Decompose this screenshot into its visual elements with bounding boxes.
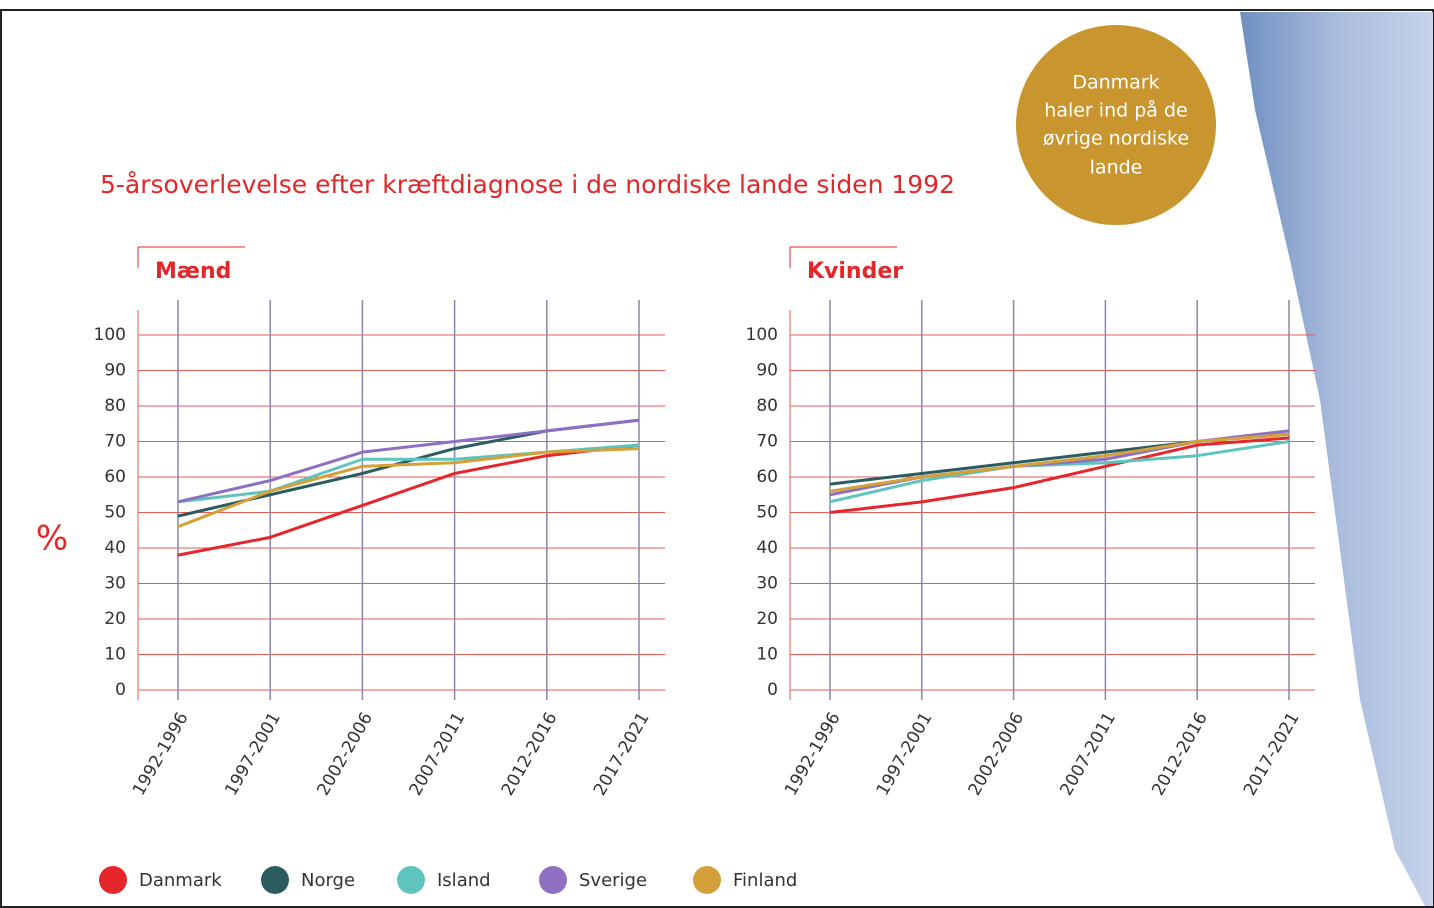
y-tick-label: 80: [756, 396, 778, 416]
legend-label: Finland: [733, 870, 797, 891]
y-tick-label: 30: [756, 574, 778, 594]
frame: [1, 10, 1433, 907]
y-tick-label: 70: [104, 432, 126, 452]
legend-label: Norge: [301, 870, 355, 891]
legend-swatch: [693, 866, 721, 894]
page: 5-årsoverlevelse efter kræftdiagnose i d…: [0, 0, 1434, 908]
y-tick-label: 100: [94, 325, 126, 345]
y-tick-label: 60: [756, 467, 778, 487]
y-axis-label: %: [36, 519, 68, 559]
y-tick-label: 80: [104, 396, 126, 416]
bubble-line: øvrige nordiske: [1043, 128, 1189, 150]
y-tick-label: 90: [104, 361, 126, 381]
y-tick-label: 0: [115, 680, 126, 700]
y-tick-label: 60: [104, 467, 126, 487]
y-tick-label: 40: [104, 538, 126, 558]
legend-swatch: [261, 866, 289, 894]
y-tick-label: 10: [756, 645, 778, 665]
bubble-line: lande: [1090, 157, 1143, 179]
bubble: [1016, 25, 1216, 225]
y-tick-label: 50: [756, 503, 778, 523]
legend-swatch: [99, 866, 127, 894]
legend-swatch: [539, 866, 567, 894]
legend-label: Danmark: [139, 870, 222, 891]
panel-title: Mænd: [155, 259, 231, 284]
legend-label: Sverige: [579, 870, 647, 891]
bubble-line: haler ind på de: [1044, 99, 1187, 122]
y-tick-label: 50: [104, 503, 126, 523]
legend-label: Island: [437, 870, 491, 891]
y-tick-label: 100: [746, 325, 778, 345]
y-tick-label: 40: [756, 538, 778, 558]
bubble-line: Danmark: [1072, 72, 1159, 94]
y-tick-label: 0: [767, 680, 778, 700]
y-tick-label: 70: [756, 432, 778, 452]
y-tick-label: 20: [104, 609, 126, 629]
y-tick-label: 90: [756, 361, 778, 381]
y-tick-label: 10: [104, 645, 126, 665]
legend-swatch: [397, 866, 425, 894]
y-tick-label: 20: [756, 609, 778, 629]
y-tick-label: 30: [104, 574, 126, 594]
main-title: 5-årsoverlevelse efter kræftdiagnose i d…: [100, 170, 955, 199]
panel-title: Kvinder: [807, 259, 903, 284]
